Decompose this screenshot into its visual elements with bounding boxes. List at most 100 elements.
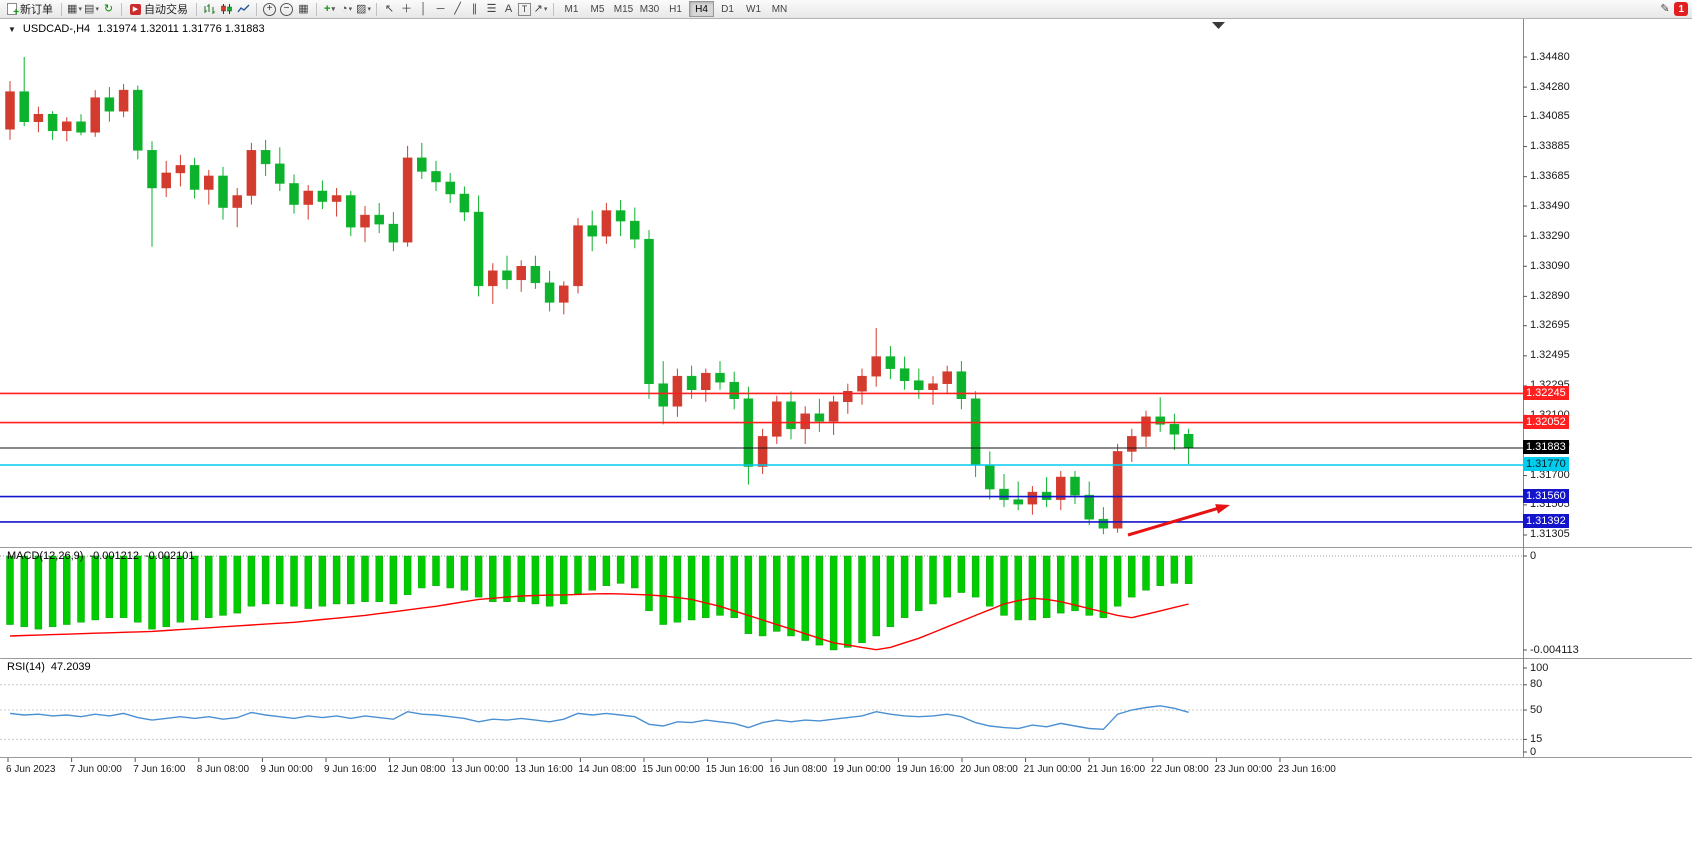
vertical-line-icon[interactable]: │: [420, 2, 427, 15]
axis-label: 1.34280: [1530, 80, 1570, 93]
macd-signal-line: [9, 592, 1189, 651]
axis-label: 1.32495: [1530, 349, 1570, 362]
new-chart-icon[interactable]: ▦ ▾: [67, 2, 82, 15]
timeframe-mn[interactable]: MN: [767, 1, 792, 17]
timeframe-h1[interactable]: H1: [663, 1, 688, 17]
new-order-label: 新订单: [20, 4, 53, 16]
chart-shift-marker-icon[interactable]: [1212, 22, 1225, 29]
channel-icon[interactable]: ∥: [471, 2, 478, 15]
trend-arrow-head: [1215, 504, 1230, 514]
axis-label: 1.32890: [1530, 289, 1570, 302]
axis-label: 0: [1530, 745, 1537, 758]
time-label: 6 Jun 2023: [6, 764, 56, 775]
fibonacci-icon[interactable]: ☰: [486, 2, 497, 15]
time-label: 9 Jun 00:00: [260, 764, 313, 775]
label-icon[interactable]: T: [518, 2, 531, 16]
alert-badge[interactable]: 1: [1674, 2, 1688, 16]
axis-label: 1.33290: [1530, 229, 1570, 242]
price-tag: 1.32052: [1523, 415, 1569, 430]
new-order-icon: [7, 3, 19, 18]
trend-arrow-object[interactable]: [1127, 506, 1220, 537]
time-label: 15 Jun 16:00: [705, 764, 764, 775]
zoom-out-icon[interactable]: −: [279, 2, 294, 17]
rsi-name: RSI(14): [7, 661, 45, 673]
time-label: 14 Jun 08:00: [578, 764, 637, 775]
timeframe-m5[interactable]: M5: [585, 1, 610, 17]
price-tag: 1.31392: [1523, 514, 1569, 529]
text-icon[interactable]: A: [504, 2, 513, 15]
rsi-line: [9, 705, 1189, 731]
cursor-icon[interactable]: ↖: [384, 2, 395, 15]
time-label: 15 Jun 00:00: [642, 764, 700, 775]
toolbar-separator: [553, 2, 554, 16]
toolbar-separator: [376, 2, 377, 16]
axis-label: 1.34480: [1530, 50, 1570, 63]
ohlc-values: 1.31974 1.32011 1.31776 1.31883: [97, 23, 265, 35]
time-label: 16 Jun 08:00: [769, 764, 828, 775]
timeframe-m15[interactable]: M15: [611, 1, 636, 17]
rsi-value: 47.2039: [50, 661, 91, 673]
timeframe-h4[interactable]: H4: [689, 1, 714, 17]
time-label: 7 Jun 16:00: [133, 764, 186, 775]
profiles-icon[interactable]: ▤ ▾: [84, 2, 99, 15]
time-label: 13 Jun 00:00: [451, 764, 510, 775]
axis-label: 1.33090: [1530, 259, 1570, 272]
axis-label: 1.33490: [1530, 199, 1570, 212]
autotrading-icon: ▶: [130, 3, 141, 15]
chart-title-bar: ▼ USDCAD-,H4 1.31974 1.32011 1.31776 1.3…: [8, 23, 265, 35]
axis-label: -0.004113: [1530, 643, 1579, 656]
one-click-toggle-icon[interactable]: ▼: [8, 24, 16, 34]
new-order-button[interactable]: 新订单: [4, 1, 56, 18]
time-label: 19 Jun 00:00: [832, 764, 891, 775]
time-label: 23 Jun 00:00: [1214, 764, 1273, 775]
axis-label: 80: [1530, 678, 1543, 691]
autotrading-button[interactable]: ▶ 自动交易: [127, 1, 191, 18]
axis-label: 1.31700: [1530, 469, 1570, 482]
toolbar: 新订单 ▦▾ ▤▾ ↻ ▶ 自动交易 + − ▦ +▾ ◔▾ ▨▾ ↖ ＋ │ …: [0, 0, 1692, 19]
indicators-icon[interactable]: + ▾: [324, 2, 335, 15]
timeframe-d1[interactable]: D1: [715, 1, 740, 17]
periods-icon[interactable]: ◔ ▾: [340, 2, 353, 15]
time-label: 13 Jun 16:00: [514, 764, 573, 775]
timeframe-m1[interactable]: M1: [559, 1, 584, 17]
horizontal-line-icon[interactable]: ─: [436, 2, 445, 15]
timeframe-group: M1 M5 M15 M30 H1 H4 D1 W1 MN: [559, 1, 792, 17]
price-axis[interactable]: 1.34480 1.34280 1.34085 1.33885 1.33685 1.334…: [1523, 0, 1692, 841]
time-label: 21 Jun 16:00: [1087, 764, 1146, 775]
macd-name: MACD(12,26,9): [7, 550, 84, 562]
zoom-in-icon[interactable]: +: [262, 2, 277, 17]
timeframe-w1[interactable]: W1: [741, 1, 766, 17]
refresh-icon[interactable]: ↻: [103, 2, 114, 15]
axis-label: 50: [1530, 703, 1543, 716]
bar-chart-icon[interactable]: [202, 2, 217, 17]
crosshair-icon[interactable]: ＋: [401, 2, 412, 15]
templates-icon[interactable]: ▨ ▾: [356, 2, 371, 15]
trendline-icon[interactable]: ╱: [454, 2, 461, 15]
rsi-label: RSI(14) 47.2039: [7, 661, 91, 673]
arrows-icon[interactable]: ↗ ▾: [533, 2, 548, 15]
time-label: 7 Jun 00:00: [69, 764, 122, 775]
tile-windows-icon[interactable]: ▦: [298, 2, 309, 15]
toolbar-separator: [61, 2, 62, 16]
time-label: 8 Jun 08:00: [196, 764, 250, 775]
macd-signal-value: -0.002101: [144, 550, 195, 562]
toolbar-separator: [196, 2, 197, 16]
edit-icon[interactable]: ✎: [1660, 2, 1670, 15]
price-tag: 1.31770: [1523, 457, 1569, 472]
candlestick-series: [5, 57, 1194, 535]
timeframe-m30[interactable]: M30: [637, 1, 662, 17]
axis-label: 1.33685: [1530, 170, 1570, 183]
axis-label: 1.31305: [1530, 528, 1570, 541]
time-axis[interactable]: 6 Jun 2023 7 Jun 00:00 7 Jun 16:00 8 Jun 08…: [0, 758, 1526, 786]
line-chart-icon[interactable]: [236, 2, 251, 17]
axis-label: 100: [1530, 661, 1549, 674]
macd-label: MACD(12,26,9) -0.001212 -0.002101: [7, 550, 195, 562]
axis-label: 1.32695: [1530, 319, 1570, 332]
macd-histogram: [6, 555, 1193, 651]
time-label: 23 Jun 16:00: [1278, 764, 1336, 775]
toolbar-separator: [316, 2, 317, 16]
candlestick-chart-icon[interactable]: [219, 2, 234, 17]
time-label: 21 Jun 00:00: [1023, 764, 1082, 775]
autotrading-label: 自动交易: [144, 4, 188, 16]
